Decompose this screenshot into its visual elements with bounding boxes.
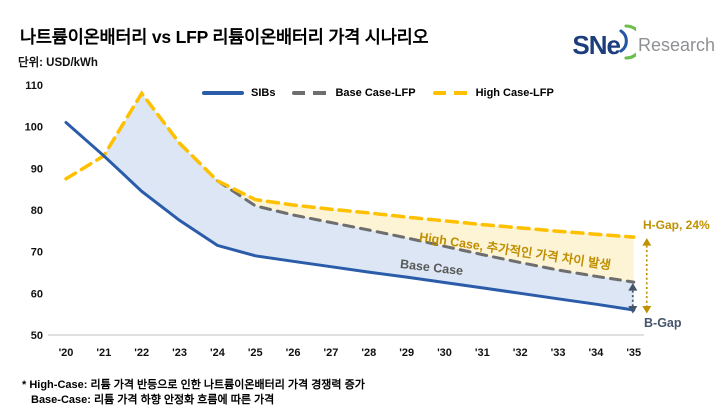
- x-tick-label: '34: [588, 347, 604, 359]
- x-tick-label: '24: [210, 347, 226, 359]
- y-tick-label: 70: [31, 247, 43, 259]
- y-tick-label: 50: [31, 330, 43, 342]
- base-case-line-sample: [292, 91, 329, 95]
- x-tick-label: '28: [361, 347, 376, 359]
- h-gap-arrowhead-up: [642, 238, 652, 246]
- legend-label-sibs: SIBs: [251, 87, 276, 99]
- series-line-sibs: [64, 121, 636, 312]
- high-case-line-sample: [432, 91, 469, 95]
- legend-label-high-case: High Case-LFP: [475, 87, 554, 99]
- h-gap-arrowhead-down: [642, 306, 652, 314]
- x-tick-label: '25: [248, 347, 263, 359]
- sib-gap-area: [103, 93, 634, 310]
- page-title: 나트륨이온배터리 vs LFP 리튬이온배터리 가격 시나리오: [20, 27, 429, 47]
- x-tick-label: '22: [134, 347, 149, 359]
- sibs-line-sample: [202, 91, 244, 95]
- x-tick-label: '21: [96, 347, 111, 359]
- h-gap-label: H-Gap, 24%: [643, 218, 710, 232]
- x-tick-label: '20: [59, 347, 74, 359]
- x-tick-label: '32: [513, 347, 528, 359]
- x-tick-label: '31: [475, 347, 490, 359]
- legend-item-high-case: High Case-LFP: [432, 87, 554, 99]
- footnote-high-case: * High-Case: 리튬 가격 반등으로 인한 나트륨이온배터리 가격 경…: [22, 379, 365, 391]
- b-gap-arrowhead-up: [628, 283, 638, 291]
- unit-label: 단위: USD/kWh: [18, 57, 98, 69]
- legend-label-base-case: Base Case-LFP: [335, 87, 416, 99]
- series-line-base-case-lfp: [215, 179, 636, 284]
- chart-legend: SIBs Base Case-LFP High Case-LFP: [202, 87, 554, 99]
- b-gap-label: B-Gap: [644, 316, 682, 330]
- x-tick-label: '35: [626, 347, 641, 359]
- b-gap-arrowhead-down: [628, 306, 638, 314]
- logo-suffix: Research: [637, 34, 715, 55]
- x-tick-label: '33: [551, 347, 566, 359]
- y-tick-label: 90: [31, 163, 43, 175]
- case-gap-area: [217, 180, 634, 283]
- logo-text: SNe: [572, 29, 621, 60]
- footnote-base-case: Base-Case: 리튬 가격 하향 안정화 흐름에 따른 가격: [31, 394, 275, 406]
- legend-item-sibs: SIBs: [202, 87, 275, 99]
- x-tick-label: '26: [286, 347, 301, 359]
- y-tick-label: 100: [25, 122, 43, 134]
- y-tick-label: 60: [31, 288, 43, 300]
- y-tick-label: 110: [25, 80, 43, 92]
- y-tick-label: 80: [31, 205, 43, 217]
- x-tick-label: '27: [324, 347, 339, 359]
- x-tick-label: '30: [437, 347, 452, 359]
- sne-research-logo: SNe Research: [572, 24, 715, 65]
- x-tick-label: '23: [172, 347, 187, 359]
- x-tick-label: '29: [399, 347, 414, 359]
- legend-item-base-case: Base Case-LFP: [292, 87, 416, 99]
- series-line-high-case-lfp: [64, 90, 636, 239]
